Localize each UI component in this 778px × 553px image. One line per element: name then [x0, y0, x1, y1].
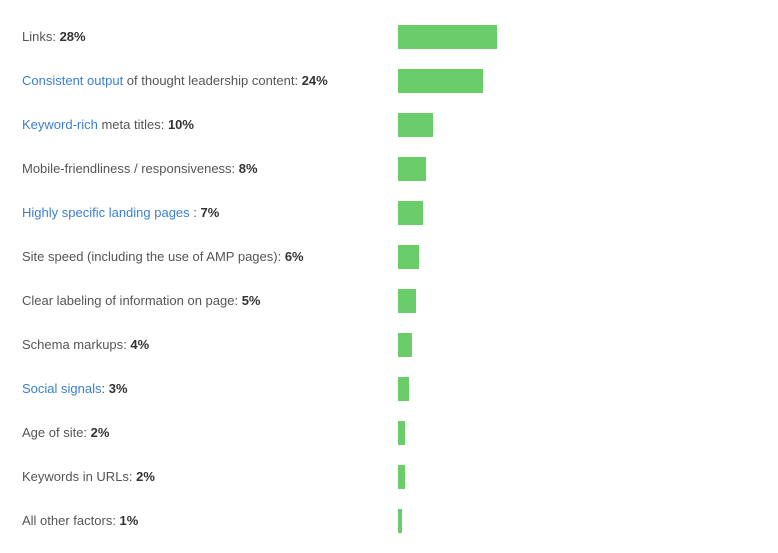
category-label: Mobile-friendliness / responsiveness: 8%	[22, 157, 258, 181]
chart-row: Consistent output of thought leadership …	[0, 69, 778, 113]
bar	[398, 69, 483, 93]
category-label: Schema markups: 4%	[22, 333, 149, 357]
category-text: Age of site:	[22, 425, 91, 440]
bar	[398, 509, 402, 533]
data-label: 5%	[241, 293, 261, 308]
category-label: Age of site: 2%	[22, 421, 109, 445]
chart-row: Schema markups: 4%	[0, 333, 778, 377]
category-text: Mobile-friendliness / responsiveness:	[22, 161, 239, 176]
data-label: 24%	[301, 73, 328, 88]
data-label: 2%	[136, 469, 155, 484]
chart-row: Keyword-rich meta titles: 10%	[0, 113, 778, 157]
category-text: Links:	[22, 29, 60, 44]
data-label: 4%	[130, 337, 150, 352]
bar	[398, 289, 416, 313]
category-label: Keywords in URLs: 2%	[22, 465, 155, 489]
category-label: Highly specific landing pages : 7%	[22, 201, 219, 225]
category-label: Keyword-rich meta titles: 10%	[22, 113, 194, 137]
category-label: Consistent output of thought leadership …	[22, 69, 328, 93]
category-label: Clear labeling of information on page: 5…	[22, 289, 261, 313]
chart-row: Highly specific landing pages : 7%	[0, 201, 778, 245]
data-label: 10%	[167, 117, 194, 132]
data-label: 6%	[284, 249, 304, 264]
data-label: 1%	[119, 513, 139, 528]
category-label: All other factors: 1%	[22, 509, 138, 533]
bar	[398, 377, 409, 401]
bar	[398, 25, 497, 49]
category-text: meta titles:	[97, 117, 168, 132]
chart-row: Mobile-friendliness / responsiveness: 8%	[0, 157, 778, 201]
bar	[398, 113, 433, 137]
chart-row: Clear labeling of information on page: 5…	[0, 289, 778, 333]
chart-row: Keywords in URLs: 2%	[0, 465, 778, 509]
chart-row: Age of site: 2%	[0, 421, 778, 465]
data-label: 2%	[90, 425, 110, 440]
category-label: Links: 28%	[22, 25, 86, 49]
bar	[398, 201, 423, 225]
category-link[interactable]: Keyword-rich	[22, 117, 98, 132]
chart-row: Links: 28%	[0, 25, 778, 69]
chart-row: Site speed (including the use of AMP pag…	[0, 245, 778, 289]
category-link[interactable]: Social signals	[22, 381, 102, 396]
data-label: 3%	[108, 381, 128, 396]
data-label: 7%	[200, 205, 220, 220]
category-label: Site speed (including the use of AMP pag…	[22, 245, 304, 269]
bar	[398, 245, 419, 269]
category-link[interactable]: Consistent output	[22, 73, 124, 88]
category-label: Social signals: 3%	[22, 377, 128, 401]
data-label: 28%	[59, 29, 86, 44]
bar	[398, 421, 405, 445]
chart-row: Social signals: 3%	[0, 377, 778, 421]
category-text: :	[189, 205, 201, 220]
bar	[398, 465, 405, 489]
bar	[398, 333, 412, 357]
category-text: of thought leadership content:	[123, 73, 302, 88]
category-text: :	[101, 381, 109, 396]
category-link[interactable]: Highly specific landing pages	[22, 205, 190, 220]
bar	[398, 157, 426, 181]
category-text: Keywords in URLs:	[22, 469, 137, 484]
category-text: Site speed (including the use of AMP pag…	[22, 249, 285, 264]
data-label: 8%	[238, 161, 258, 176]
category-text: All other factors:	[22, 513, 120, 528]
category-text: Clear labeling of information on page:	[22, 293, 242, 308]
category-text: Schema markups:	[22, 337, 131, 352]
chart-row: All other factors: 1%	[0, 509, 778, 553]
